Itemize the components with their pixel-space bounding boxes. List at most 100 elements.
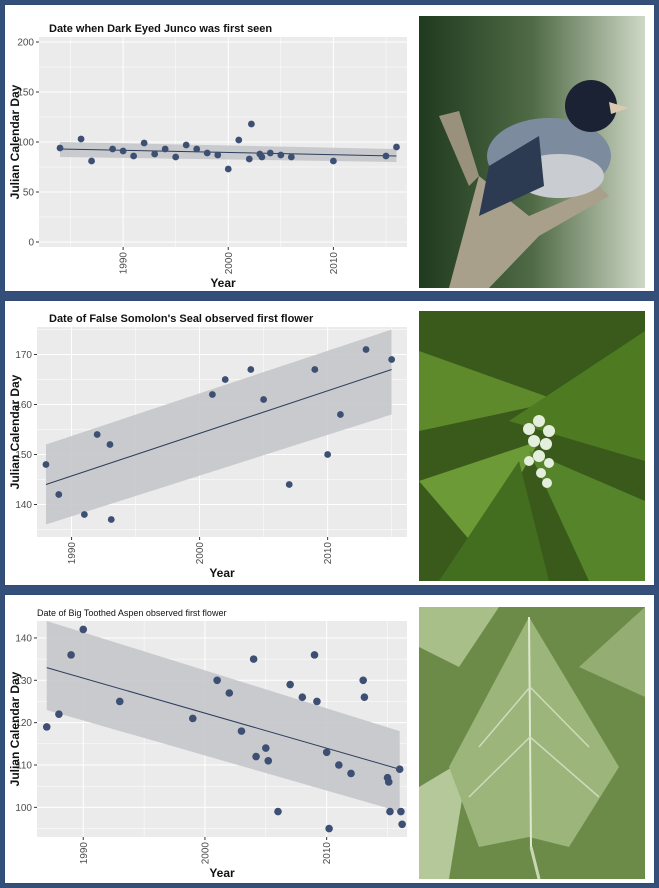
data-point	[193, 145, 201, 153]
data-point	[260, 396, 268, 403]
data-point	[224, 165, 232, 173]
data-point	[337, 411, 344, 418]
x-tick-label: 2000	[200, 842, 211, 865]
data-point	[213, 676, 221, 685]
data-point	[245, 155, 253, 163]
data-point	[398, 820, 406, 829]
data-point	[208, 391, 216, 398]
chart-junco: Date when Dark Eyed Junco was first seen…	[8, 23, 407, 290]
y-axis-title: Julian Calendar Day	[8, 374, 22, 489]
y-tick-label: 160	[15, 400, 32, 411]
x-tick-label: 2010	[329, 252, 340, 275]
data-point	[386, 807, 394, 816]
data-point	[247, 366, 255, 373]
data-point	[313, 697, 321, 706]
chart-false-solomons-seal: Date of False Somolon's Seal observed fi…	[8, 313, 407, 580]
data-point	[106, 441, 114, 448]
data-point	[151, 150, 159, 158]
data-point	[335, 761, 343, 769]
data-point	[161, 145, 169, 153]
data-point	[214, 151, 222, 159]
data-point	[225, 689, 234, 697]
data-point	[115, 697, 124, 706]
data-point	[42, 723, 51, 731]
y-axis-title: Julian Calendar Day	[8, 671, 22, 786]
data-point	[388, 356, 396, 363]
data-point	[77, 135, 85, 143]
panel-false-solomons-seal: Date of False Somolon's Seal observed fi…	[4, 300, 655, 586]
panel-junco: Date when Dark Eyed Junco was first seen…	[4, 4, 655, 292]
data-point	[203, 149, 211, 157]
y-tick-label: 140	[15, 500, 32, 511]
data-point	[311, 366, 319, 373]
chart-title: Date of Big Toothed Aspen observed first…	[37, 608, 226, 618]
data-point	[93, 431, 101, 438]
trend-line	[46, 667, 400, 770]
panel-big-toothed-aspen: Date of Big Toothed Aspen observed first…	[4, 594, 655, 884]
data-point	[262, 744, 270, 752]
data-point	[119, 147, 127, 155]
x-tick-label: 2010	[322, 842, 333, 865]
data-point	[249, 655, 258, 663]
trend-line	[45, 369, 392, 485]
data-point	[80, 511, 88, 518]
data-point	[384, 778, 393, 786]
data-point	[298, 693, 307, 702]
data-point	[310, 651, 319, 659]
data-point	[109, 145, 116, 153]
y-tick-label: 0	[28, 238, 34, 249]
data-point	[264, 756, 273, 765]
data-point	[42, 461, 50, 468]
data-point	[330, 157, 337, 165]
data-point	[325, 824, 333, 833]
y-tick-label: 150	[15, 450, 32, 461]
x-axis-title: Year	[209, 566, 235, 580]
data-point	[56, 144, 64, 152]
data-point	[252, 752, 260, 761]
data-point	[247, 120, 255, 128]
data-point	[347, 769, 355, 778]
chart-big-toothed-aspen: Date of Big Toothed Aspen observed first…	[8, 608, 407, 880]
trend-line	[60, 148, 397, 157]
x-tick-label: 1990	[67, 542, 78, 565]
data-point	[397, 807, 405, 816]
data-point	[55, 710, 63, 718]
data-point	[360, 693, 369, 702]
data-point	[277, 151, 285, 159]
y-tick-label: 130	[15, 676, 32, 687]
y-tick-label: 120	[15, 718, 32, 729]
chart-title: Date when Dark Eyed Junco was first seen	[49, 23, 272, 35]
data-point	[359, 676, 367, 685]
y-tick-label: 140	[15, 633, 32, 644]
y-tick-label: 100	[17, 138, 34, 149]
y-tick-label: 200	[17, 38, 34, 49]
data-point	[88, 157, 95, 165]
false-solomons-seal-photo	[419, 311, 645, 581]
y-tick-label: 50	[23, 188, 35, 199]
data-point	[55, 491, 63, 498]
data-point	[395, 765, 404, 774]
x-tick-label: 1990	[119, 252, 130, 275]
data-point	[362, 346, 370, 353]
data-point	[235, 136, 243, 144]
data-point	[237, 727, 246, 735]
y-tick-label: 110	[16, 761, 32, 772]
data-point	[140, 139, 148, 147]
data-point	[79, 625, 88, 634]
data-point	[322, 748, 331, 757]
x-axis-title: Year	[209, 866, 235, 880]
x-tick-label: 1990	[79, 842, 90, 865]
data-point	[221, 376, 229, 383]
data-point	[266, 149, 274, 157]
confidence-band	[46, 621, 400, 812]
data-point	[285, 481, 293, 488]
data-point	[287, 153, 295, 161]
data-point	[172, 153, 180, 161]
data-point	[188, 714, 197, 723]
data-point	[286, 680, 294, 689]
data-point	[382, 152, 390, 160]
data-point	[130, 152, 138, 160]
x-tick-label: 2000	[224, 252, 235, 275]
chart-title: Date of False Somolon's Seal observed fi…	[49, 313, 314, 325]
data-point	[67, 651, 75, 659]
